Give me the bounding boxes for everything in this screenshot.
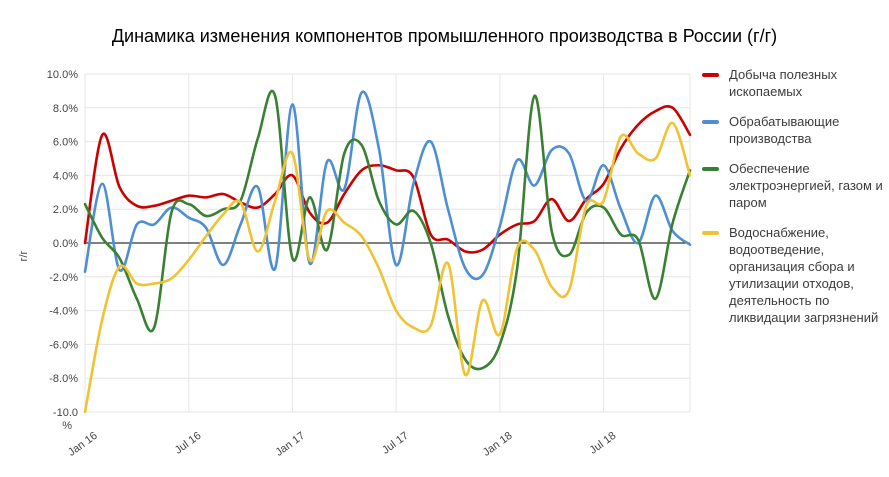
x-tick-label: Jul 17: [380, 430, 411, 457]
y-tick-label: 0.0%: [53, 238, 78, 250]
y-axis-title: г/г: [18, 250, 30, 261]
x-tick-label: Jan 18: [481, 430, 515, 459]
legend-item-3[interactable]: Водоснабжение, водоотведение, организаци…: [702, 224, 888, 326]
series-line-2[interactable]: [83, 89, 692, 371]
y-tick-label: -2.0%: [49, 272, 78, 284]
legend-label: Обрабатывающие производства: [729, 114, 840, 146]
legend-swatch-icon: [702, 167, 719, 171]
y-tick-label: -8.0%: [49, 373, 78, 385]
y-tick-label-unit: %: [62, 420, 72, 432]
legend-item-0[interactable]: Добыча полезных ископаемых: [702, 66, 888, 100]
series-line-1[interactable]: [83, 90, 692, 281]
legend-label: Водоснабжение, водоотведение, организаци…: [729, 225, 879, 325]
chart-title: Динамика изменения компонентов промышлен…: [111, 26, 778, 46]
series-line-3[interactable]: [83, 121, 692, 414]
x-tick-label: Jan 16: [66, 430, 100, 459]
x-tick-label: Jul 16: [173, 430, 204, 457]
legend-swatch-icon: [702, 231, 719, 235]
series-line-0[interactable]: [83, 104, 692, 254]
y-tick-label: 4.0%: [53, 170, 78, 182]
legend-item-1[interactable]: Обрабатывающие производства: [702, 113, 888, 147]
y-tick-label: 2.0%: [53, 204, 78, 216]
x-tick-label: Jul 18: [588, 430, 619, 457]
y-tick-label: 10.0%: [47, 69, 78, 81]
legend-swatch-icon: [702, 73, 719, 77]
legend-swatch-icon: [702, 120, 719, 124]
legend-label: Добыча полезных ископаемых: [729, 67, 838, 99]
chart-legend: Добыча полезных ископаемых Обрабатывающие…: [702, 66, 888, 339]
legend-item-2[interactable]: Обеспечение электроэнергией, газом и пар…: [702, 160, 888, 211]
legend-label: Обеспечение электроэнергией, газом и пар…: [729, 161, 883, 210]
y-tick-label: -6.0%: [49, 339, 78, 351]
y-tick-label: 6.0%: [53, 137, 78, 149]
y-tick-label: -10.0: [53, 407, 78, 419]
y-tick-label: 8.0%: [53, 103, 78, 115]
y-tick-label: -4.0%: [49, 306, 78, 318]
x-tick-label: Jan 17: [273, 430, 307, 459]
series-group: [83, 89, 692, 414]
